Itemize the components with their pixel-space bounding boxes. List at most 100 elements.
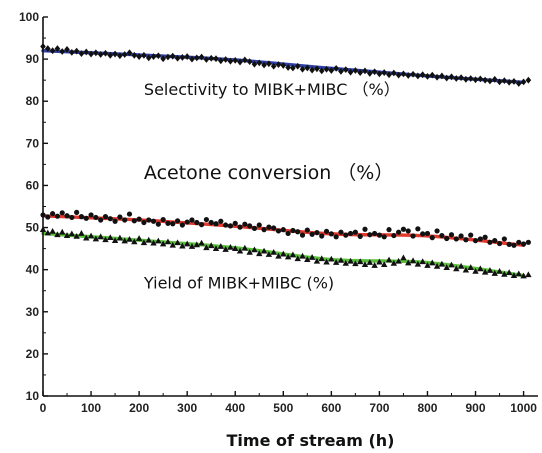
- data-point-series-2: [194, 219, 200, 226]
- data-point-series-1: [395, 71, 402, 79]
- data-point-series-3: [356, 258, 364, 265]
- data-point-series-1: [333, 64, 339, 72]
- data-point-series-1: [304, 64, 311, 72]
- data-point-series-2: [314, 230, 320, 236]
- data-point-series-2: [237, 224, 243, 230]
- data-point-series-3: [44, 229, 52, 236]
- series-annotation-3: Yield of MIBK+MIBC (%): [143, 274, 334, 293]
- data-point-series-3: [265, 251, 273, 257]
- data-point-series-3: [183, 240, 191, 247]
- data-point-series-2: [367, 232, 373, 238]
- data-point-series-2: [242, 221, 248, 227]
- data-point-series-3: [121, 237, 128, 244]
- data-point-series-1: [381, 69, 388, 76]
- data-point-series-3: [443, 264, 450, 270]
- data-point-series-3: [328, 255, 335, 262]
- data-point-series-3: [217, 243, 225, 249]
- data-point-series-2: [50, 211, 56, 217]
- data-point-series-2: [347, 230, 354, 237]
- data-point-series-2: [271, 225, 277, 231]
- data-point-series-3: [256, 250, 263, 257]
- data-point-series-2: [198, 222, 205, 228]
- x-tick-label: 0: [40, 401, 47, 415]
- data-point-series-3: [390, 259, 398, 266]
- data-point-series-3: [275, 252, 282, 259]
- data-point-series-3: [342, 259, 349, 266]
- data-point-series-2: [410, 233, 416, 239]
- data-point-series-3: [97, 233, 104, 240]
- data-point-series-1: [275, 61, 282, 68]
- data-point-series-3: [376, 258, 383, 265]
- data-point-series-3: [337, 257, 345, 263]
- data-point-series-2: [126, 211, 133, 217]
- data-point-series-2: [213, 221, 219, 227]
- data-point-series-3: [227, 243, 234, 250]
- data-point-series-1: [443, 74, 450, 82]
- data-point-series-1: [314, 65, 320, 73]
- data-point-series-3: [294, 255, 301, 262]
- data-point-series-2: [453, 236, 459, 242]
- data-point-series-1: [126, 49, 133, 57]
- data-point-series-1: [439, 72, 445, 80]
- data-point-series-3: [505, 269, 513, 276]
- data-point-series-1: [467, 75, 474, 82]
- data-point-series-1: [208, 54, 215, 62]
- data-point-series-1: [107, 51, 114, 59]
- data-point-series-1: [184, 53, 190, 60]
- x-tick-label: 900: [466, 401, 486, 415]
- data-point-series-2: [54, 213, 61, 219]
- data-point-series-3: [270, 249, 277, 255]
- data-point-series-1: [242, 56, 248, 64]
- data-point-series-2: [434, 228, 440, 234]
- data-point-series-2: [386, 227, 392, 233]
- data-point-series-2: [525, 239, 531, 245]
- data-point-series-3: [424, 262, 431, 268]
- data-point-series-1: [117, 52, 123, 60]
- data-point-series-2: [150, 218, 157, 224]
- data-point-series-2: [468, 232, 474, 238]
- data-point-series-1: [155, 52, 162, 60]
- data-point-series-3: [131, 238, 138, 245]
- data-point-series-3: [126, 235, 133, 242]
- data-point-series-2: [520, 241, 527, 247]
- data-point-series-1: [472, 76, 479, 84]
- data-point-series-2: [338, 229, 344, 235]
- data-point-series-3: [400, 254, 407, 261]
- data-point-series-2: [319, 233, 325, 239]
- data-point-series-1: [222, 56, 229, 63]
- data-point-series-1: [458, 74, 464, 82]
- data-point-series-3: [308, 254, 316, 260]
- data-point-series-2: [372, 230, 378, 237]
- data-point-series-1: [59, 48, 66, 55]
- data-point-series-1: [415, 72, 421, 80]
- data-point-series-3: [232, 245, 239, 252]
- data-point-series-1: [515, 80, 522, 87]
- data-point-series-2: [45, 214, 51, 220]
- data-point-series-1: [400, 70, 407, 78]
- data-point-series-1: [429, 71, 436, 79]
- x-tick-label: 600: [321, 401, 341, 415]
- data-point-series-2: [179, 222, 185, 228]
- data-point-series-3: [414, 260, 422, 267]
- data-point-series-3: [304, 256, 311, 262]
- data-point-series-3: [159, 240, 167, 247]
- data-point-series-3: [323, 258, 330, 265]
- data-point-series-3: [164, 238, 172, 245]
- data-point-series-3: [429, 259, 436, 266]
- data-point-series-1: [294, 62, 301, 70]
- data-point-series-3: [352, 260, 359, 267]
- data-point-series-2: [155, 221, 161, 227]
- data-point-series-3: [179, 242, 186, 249]
- x-tick-label: 1000: [510, 401, 537, 415]
- data-points: [39, 43, 532, 279]
- data-point-series-3: [83, 234, 90, 241]
- data-point-series-1: [525, 76, 532, 84]
- series-annotation-1: Selectivity to MIBK+MIBC （%）: [144, 80, 400, 99]
- data-point-series-3: [49, 227, 56, 234]
- x-axis-title: Time of stream (h): [227, 431, 395, 450]
- data-point-series-1: [213, 55, 219, 63]
- data-point-series-2: [275, 228, 282, 234]
- data-point-series-2: [227, 223, 234, 229]
- data-point-series-3: [102, 236, 109, 243]
